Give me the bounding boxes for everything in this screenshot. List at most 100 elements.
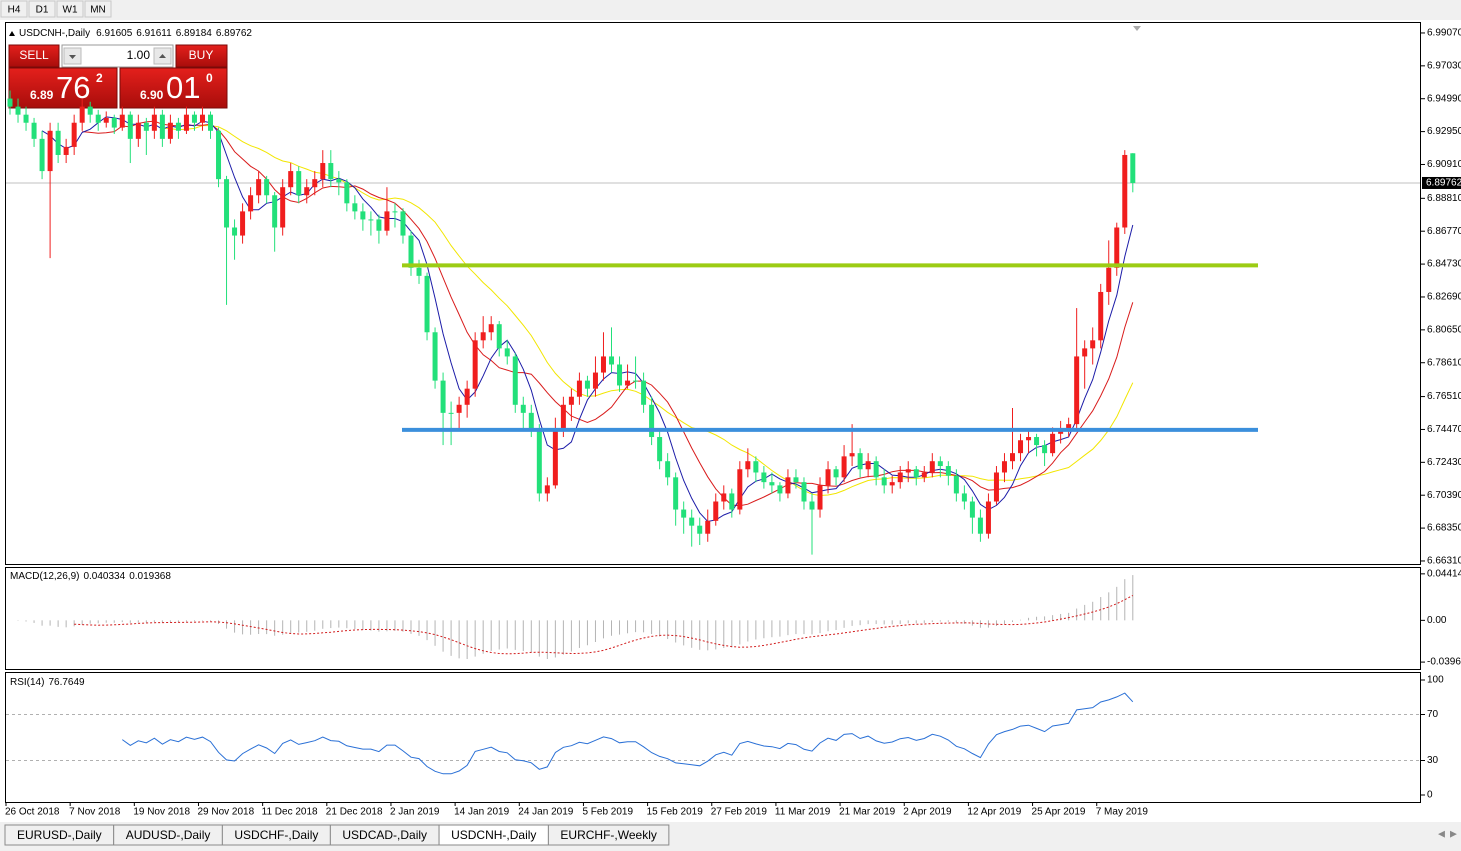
candle-body <box>328 163 334 180</box>
trade-panel: SELL 1.00 BUY 6.89 76 2 6.90 01 0 <box>8 44 228 109</box>
collapse-icon[interactable] <box>9 31 15 36</box>
candle-body <box>729 493 735 510</box>
y-tick-label: 6.92950 <box>1427 126 1461 137</box>
candle-body <box>1082 348 1088 357</box>
symbol-tab[interactable] <box>547 824 670 846</box>
y-tick-label: 6.82690 <box>1427 292 1461 303</box>
candle-body <box>953 475 959 494</box>
candle-body <box>376 219 382 231</box>
candle-body <box>881 477 887 486</box>
y-tick-label: 6.78610 <box>1427 357 1461 368</box>
candle-body <box>600 356 606 373</box>
lot-field[interactable] <box>61 44 174 68</box>
symbol-tab-label: AUDUSD-,Daily <box>126 828 211 842</box>
candle-body <box>905 469 911 473</box>
candle-body <box>849 453 855 457</box>
y-tick-label: 6.99070 <box>1427 28 1461 39</box>
timeframe-button[interactable] <box>84 0 112 18</box>
candle-body <box>889 482 895 486</box>
timeframe-button[interactable] <box>28 0 56 18</box>
candle-body <box>512 356 518 405</box>
candle-body <box>55 130 61 155</box>
candle-body <box>143 122 149 131</box>
candle-body <box>793 477 799 483</box>
candle-body <box>945 466 951 476</box>
candle-body <box>408 235 414 268</box>
candle-body <box>23 114 29 123</box>
high: 6.91611 <box>136 28 172 39</box>
bid-box[interactable] <box>8 67 118 109</box>
candle-body <box>256 179 262 196</box>
close: 6.89762 <box>216 28 253 39</box>
candle-body <box>103 117 109 123</box>
candle-body <box>809 501 815 510</box>
candle-body <box>520 404 526 413</box>
y-tick-label: 6.80650 <box>1427 324 1461 335</box>
candle-body <box>801 482 807 502</box>
candle-body <box>777 485 783 494</box>
candle-body <box>240 211 246 236</box>
x-tick-label: 2 Jan 2019 <box>390 807 440 818</box>
ask-box[interactable] <box>119 67 228 109</box>
rsi-pane <box>5 672 1421 803</box>
bid-pips: 76 <box>56 70 90 105</box>
candle-body <box>111 117 117 128</box>
candle-body <box>1122 154 1128 228</box>
candle-body <box>336 179 342 183</box>
candle-body <box>232 227 238 236</box>
candle-body <box>1034 437 1040 446</box>
candle-body <box>536 428 542 494</box>
symbol-tab-label: USDCAD-,Daily <box>342 828 427 842</box>
candle-body <box>296 171 302 196</box>
candle-body <box>368 219 374 221</box>
candle-body <box>961 493 967 502</box>
rsi-label: RSI(14) 76.7649 <box>10 677 85 688</box>
candle-body <box>79 106 85 123</box>
rsi-line <box>122 692 1134 775</box>
candle-body <box>456 404 462 413</box>
rsi-y-tick-label: 100 <box>1427 675 1444 686</box>
candle-body <box>785 477 791 494</box>
candle-body <box>985 501 991 534</box>
tab-scroll-right[interactable]: ▶ <box>1450 828 1457 838</box>
candle-body <box>472 340 478 389</box>
y-tick-label: 6.90910 <box>1427 159 1461 170</box>
sell-button[interactable] <box>8 44 60 68</box>
y-tick-label: 6.88810 <box>1427 193 1461 204</box>
x-tick-label: 2 Apr 2019 <box>903 807 952 818</box>
candle-body <box>641 380 647 405</box>
candle-body <box>689 517 695 526</box>
candle-body <box>633 380 639 382</box>
timeframe-label: D1 <box>36 5 49 16</box>
tab-scroll-left[interactable]: ◀ <box>1438 828 1445 838</box>
rsi-value: 76.7649 <box>48 677 85 688</box>
candle-body <box>464 388 470 405</box>
candle-body <box>15 106 21 115</box>
candle-body <box>416 267 422 276</box>
candle-body <box>224 179 230 228</box>
candle-body <box>649 404 655 438</box>
macd-y-tick-label: 0.044143 <box>1427 568 1461 579</box>
candle-body <box>1114 227 1120 268</box>
candle-body <box>63 146 69 155</box>
candle-body <box>432 332 438 381</box>
candle-body <box>71 122 77 147</box>
buy-button[interactable] <box>175 44 228 68</box>
candle-body <box>1130 153 1136 183</box>
y-tick-label: 6.70390 <box>1427 490 1461 501</box>
candle-body <box>833 469 839 478</box>
candle-body <box>681 509 687 518</box>
candle-body <box>625 380 631 386</box>
candle-body <box>584 380 590 389</box>
timeframe-button[interactable] <box>0 0 28 18</box>
candle-body <box>504 348 510 357</box>
rsi-y-tick-label: 70 <box>1427 709 1439 720</box>
candle-body <box>480 332 486 341</box>
candle-body <box>424 275 430 333</box>
x-tick-label: 26 Oct 2018 <box>5 807 60 818</box>
timeframe-button[interactable] <box>56 0 84 18</box>
candle-body <box>47 130 53 172</box>
symbol-tab-label: EURUSD-,Daily <box>17 828 102 842</box>
x-tick-label: 27 Feb 2019 <box>711 807 768 818</box>
x-tick-label: 21 Mar 2019 <box>839 807 896 818</box>
